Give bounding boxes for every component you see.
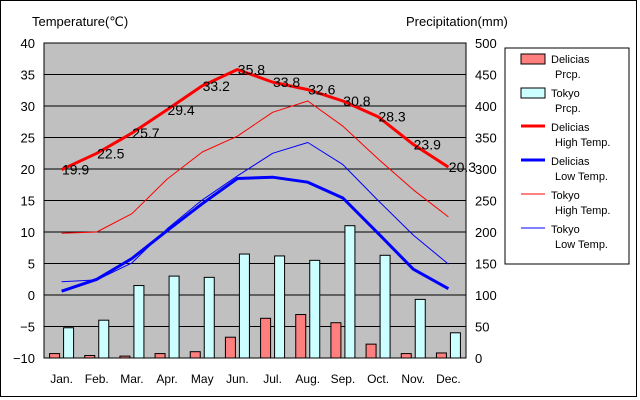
precip-bar xyxy=(238,253,250,359)
x-tick-label: Sep. xyxy=(331,372,356,386)
legend-label: Tokyo Prcp. xyxy=(551,88,581,115)
plot-frame xyxy=(43,42,467,359)
data-label: 22.5 xyxy=(97,145,124,161)
precip-bar xyxy=(435,352,447,359)
data-label: 32.6 xyxy=(308,82,335,98)
x-tick-label: Jan. xyxy=(50,372,73,386)
y-right-tick-label: 400 xyxy=(475,99,497,114)
y-left-tick-label: 30 xyxy=(21,99,35,114)
data-label: 30.8 xyxy=(343,93,370,109)
x-tick-label: Aug. xyxy=(295,372,320,386)
x-tick-label: Mar. xyxy=(120,372,143,386)
precip-bar xyxy=(63,327,75,359)
precip-bar xyxy=(414,298,426,359)
x-tick-label: Dec. xyxy=(436,372,461,386)
data-label: 23.9 xyxy=(414,136,441,152)
x-tick-label: Feb. xyxy=(85,372,109,386)
y-left-tick-label: −10 xyxy=(13,351,35,366)
data-label: 35.8 xyxy=(238,61,265,77)
y-right-tick-label: 150 xyxy=(475,257,497,272)
precip-bar xyxy=(309,259,321,359)
temperature-line xyxy=(61,175,450,293)
legend-swatch xyxy=(520,53,546,65)
temperature-line xyxy=(60,68,450,171)
x-tick-label: Nov. xyxy=(401,372,425,386)
precip-bar xyxy=(379,254,391,359)
data-label: 29.4 xyxy=(167,102,194,118)
y-right-axis-title: Precipitation(mm) xyxy=(406,14,508,29)
y-right-tick-label: 250 xyxy=(475,194,497,209)
legend-label: Delicias Low Temp. xyxy=(551,156,608,183)
precip-bar xyxy=(274,255,286,359)
y-right-tick-label: 450 xyxy=(475,68,497,83)
y-right-tick-label: 500 xyxy=(475,36,497,51)
y-right-tick-label: 100 xyxy=(475,288,497,303)
y-right-tick-label: 300 xyxy=(475,162,497,177)
y-right-tick-label: 200 xyxy=(475,225,497,240)
y-left-axis-title: Temperature(℃) xyxy=(32,14,128,29)
data-label: 19.9 xyxy=(62,162,89,178)
precip-bar xyxy=(189,351,201,359)
precip-bar xyxy=(344,225,356,359)
legend-label: Tokyo High Temp. xyxy=(551,190,610,217)
precip-bar xyxy=(49,353,61,359)
y-right-tick-label: 350 xyxy=(475,131,497,146)
y-left-tick-label: 25 xyxy=(21,131,35,146)
y-right-tick-label: 50 xyxy=(475,320,489,335)
precip-bar xyxy=(330,322,342,359)
precip-bar xyxy=(224,336,236,359)
precip-bar xyxy=(203,276,215,359)
precip-bar xyxy=(98,319,110,359)
data-label: 33.2 xyxy=(203,78,230,94)
temperature-line xyxy=(61,142,449,283)
data-label: 28.3 xyxy=(378,109,405,125)
precip-bar xyxy=(168,275,180,359)
precip-bar xyxy=(400,353,412,359)
y-left-tick-label: 20 xyxy=(21,162,35,177)
data-labels: 19.9 22.5 25.7 29.4 33.2 35.8 33.8 32.6 30.8 28.3… xyxy=(62,61,476,177)
x-tick-label: Apr. xyxy=(156,372,177,386)
precip-bar xyxy=(449,332,461,359)
precip-bar xyxy=(365,343,377,359)
precip-bar xyxy=(295,314,307,359)
line-layer xyxy=(60,68,450,293)
y-left-tick-label: 5 xyxy=(28,257,35,272)
x-tick-label: Jun. xyxy=(226,372,249,386)
temperature-line xyxy=(61,100,449,234)
y-left-tick-label: 35 xyxy=(21,68,35,83)
legend-label: Tokyo Low Temp. xyxy=(551,224,608,251)
legend-swatch xyxy=(520,87,546,99)
legend-label: Delicias High Temp. xyxy=(551,122,610,149)
gridlines xyxy=(44,74,466,327)
y-left-tick-label: −5 xyxy=(20,320,35,335)
y-left-tick-label: 15 xyxy=(21,194,35,209)
x-tick-label: Oct. xyxy=(367,372,389,386)
y-left-tick-label: 10 xyxy=(21,225,35,240)
data-label: 20.3 xyxy=(449,159,476,175)
x-tick-label: Jul. xyxy=(263,372,282,386)
y-left-tick-label: 40 xyxy=(21,36,35,51)
legend-box xyxy=(504,47,630,265)
x-tick-label: May xyxy=(191,372,214,386)
data-label: 25.7 xyxy=(132,125,159,141)
precip-bar xyxy=(154,353,166,359)
precip-bar xyxy=(133,285,145,359)
y-left-tick-label: 0 xyxy=(28,288,35,303)
data-label: 33.8 xyxy=(273,74,300,90)
legend-label: Delicias Prcp. xyxy=(551,54,590,81)
y-right-tick-label: 0 xyxy=(475,351,482,366)
precip-bar xyxy=(260,317,272,359)
legend: Delicias Prcp. Tokyo Prcp. Delicias High Temp… xyxy=(504,47,630,265)
